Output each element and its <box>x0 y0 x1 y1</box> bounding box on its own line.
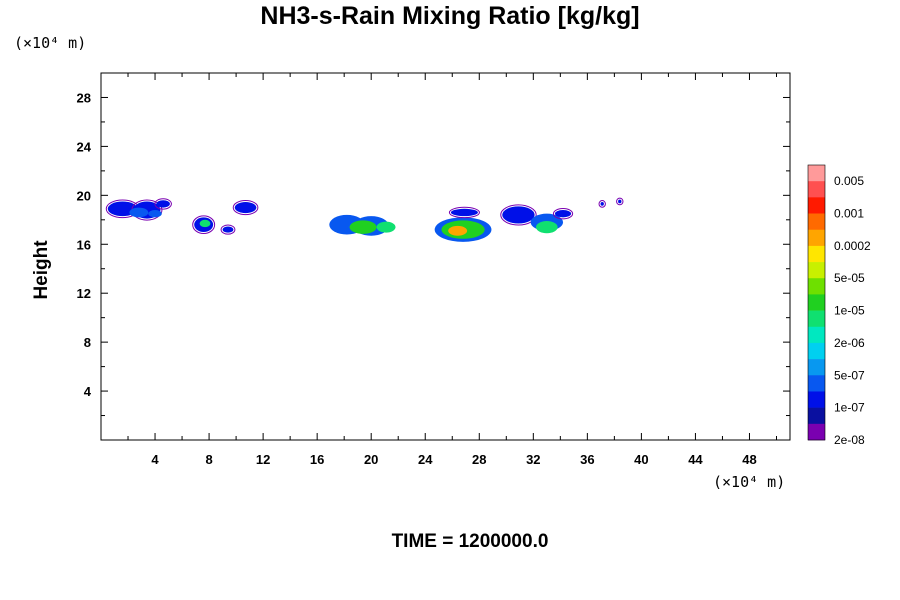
colorbar-label: 0.005 <box>834 174 864 188</box>
x-tick-label: 32 <box>526 452 540 467</box>
time-label: TIME = 1200000.0 <box>391 531 549 552</box>
colorbar-frame <box>807 164 826 441</box>
y-tick-label: 28 <box>77 90 91 105</box>
data-cell-outline-22 <box>616 197 624 206</box>
data-cell-8 <box>234 202 257 214</box>
colorbar-swatch <box>808 197 825 214</box>
data-cell-16 <box>450 208 478 217</box>
y-tick-label: 4 <box>84 384 92 399</box>
x-tick-label: 20 <box>364 452 378 467</box>
x-tick-label: 40 <box>634 452 648 467</box>
y-tick-label: 16 <box>77 237 91 252</box>
y-tick-label: 20 <box>77 188 91 203</box>
colorbar-swatch <box>808 278 825 295</box>
data-cell-2 <box>156 200 170 208</box>
colorbar-swatch <box>808 262 825 279</box>
data-cell-outline-8 <box>232 200 259 216</box>
colorbar-label: 5e-05 <box>834 271 865 285</box>
data-cell-22 <box>618 199 622 204</box>
x-tick-label: 4 <box>151 452 159 467</box>
data-cell-3 <box>129 207 149 218</box>
colorbar-swatch <box>808 213 825 231</box>
x-tick-label: 8 <box>205 452 212 467</box>
data-cell-outline-7 <box>220 224 236 235</box>
plot-frame <box>100 72 791 441</box>
colorbar-label: 2e-08 <box>834 433 865 447</box>
data-cell-outline-20 <box>552 208 574 220</box>
colorbar-swatch <box>808 407 825 425</box>
x-tick-label: 28 <box>472 452 486 467</box>
data-cell-4 <box>148 210 162 218</box>
colorbar-swatch <box>808 310 825 328</box>
data-cell-6 <box>199 219 211 228</box>
colorbar-label: 0.0002 <box>834 239 871 253</box>
data-cell-19 <box>536 221 558 234</box>
data-cell-11 <box>349 220 377 234</box>
colorbar-swatch <box>808 181 825 198</box>
x-tick-label: 12 <box>256 452 270 467</box>
colorbar-swatch <box>808 375 825 392</box>
data-cell-outline-5 <box>192 215 216 235</box>
data-cells <box>105 197 624 242</box>
colorbar-label: 5e-07 <box>834 368 865 382</box>
colorbar-swatch <box>808 423 825 441</box>
data-cell-17 <box>502 206 535 224</box>
colorbar-swatch <box>808 245 825 263</box>
data-cell-outline-21 <box>598 200 606 208</box>
colorbar-swatch <box>808 165 825 182</box>
colorbar-label: 1e-05 <box>834 304 865 318</box>
data-cell-20 <box>554 210 572 218</box>
data-cell-12 <box>376 221 396 233</box>
y-axis-unit-label: (×10⁴ m) <box>14 34 87 52</box>
colorbar-label: 1e-07 <box>834 401 865 415</box>
x-axis-unit-label: (×10⁴ m) <box>713 473 786 491</box>
colorbar-swatch <box>808 342 825 360</box>
colorbar-swatch <box>808 294 825 311</box>
colorbar-label: 0.001 <box>834 207 864 221</box>
x-tick-label: 16 <box>310 452 324 467</box>
x-tick-label: 36 <box>580 452 594 467</box>
colorbar-swatch <box>808 229 825 247</box>
colorbar-swatch <box>808 391 825 408</box>
data-cell-21 <box>600 202 604 206</box>
colorbar-label: 2e-06 <box>834 336 865 350</box>
colorbar: 0.005 0.001 0.0002 5e-05 1e-05 2e-06 5e-07 1e-0… <box>807 164 871 447</box>
data-cell-outline-16 <box>448 206 480 219</box>
y-tick-label: 24 <box>77 139 92 154</box>
data-cell-outline-17 <box>500 204 537 226</box>
data-cell-outline-2 <box>154 198 172 210</box>
colorbar-swatch <box>808 326 825 344</box>
x-tick-label: 44 <box>688 452 703 467</box>
x-tick-label: 24 <box>418 452 433 467</box>
data-cell-7 <box>222 226 234 233</box>
y-tick-label: 12 <box>77 286 91 301</box>
x-tick-label: 48 <box>742 452 756 467</box>
colorbar-swatch <box>808 359 825 376</box>
y-tick-label: 8 <box>84 335 91 350</box>
chart-title: NH3-s-Rain Mixing Ratio [kg/kg] <box>260 2 640 30</box>
data-cell-15 <box>448 225 468 236</box>
